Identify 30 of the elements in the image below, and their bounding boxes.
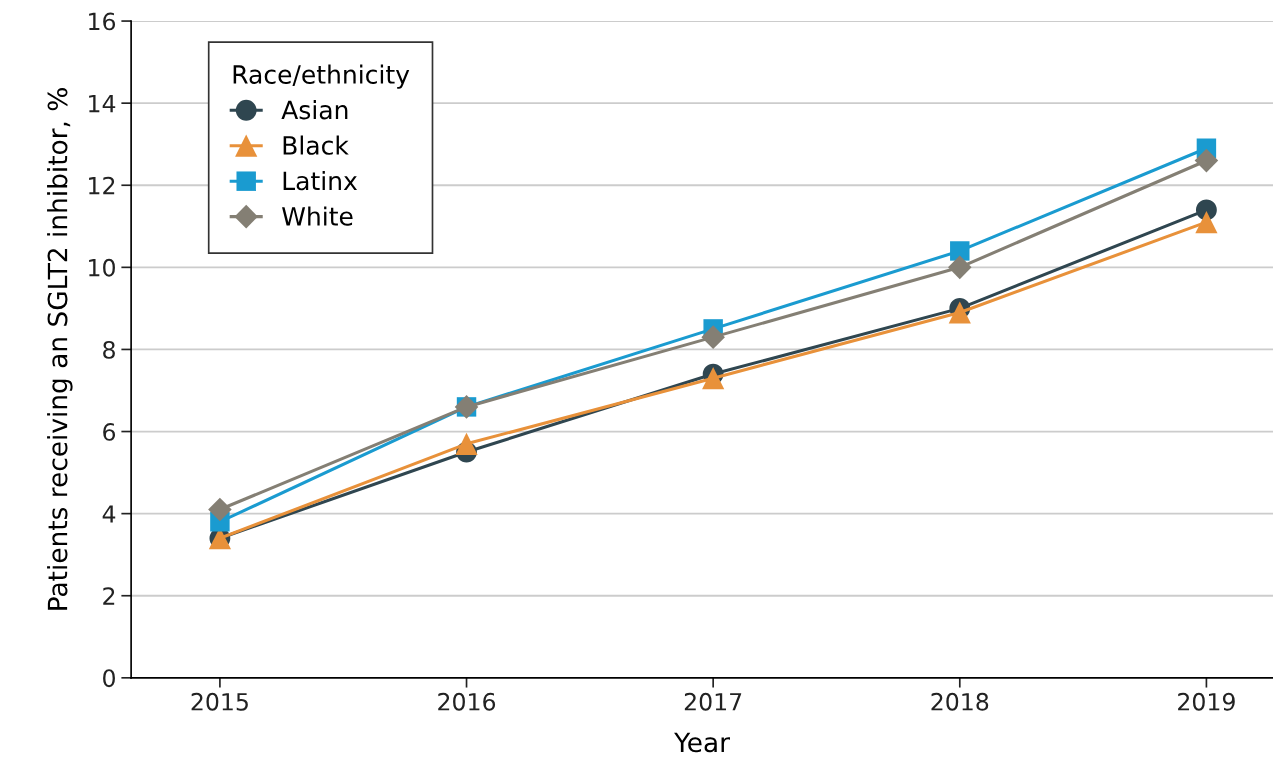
point: [948, 255, 972, 280]
x-tick-label: 2016: [438, 692, 496, 711]
legend-label: Latinx: [283, 170, 358, 191]
y-tick-label: 8: [103, 340, 115, 359]
point: [950, 241, 970, 261]
y-tick-label: 14: [89, 94, 116, 113]
legend-title: Race/ethnicity: [233, 64, 410, 89]
y-tick-label: 12: [89, 176, 115, 195]
legend-label: Black: [283, 135, 349, 155]
point: [948, 301, 971, 324]
x-tick-label: 2018: [931, 692, 989, 711]
point: [208, 497, 232, 522]
point: [1195, 211, 1218, 234]
point: [701, 325, 725, 349]
point: [702, 367, 725, 390]
y-tick-label: 10: [89, 258, 115, 277]
y-tick-label: 2: [103, 587, 115, 605]
y-tick-label: 16: [89, 12, 116, 31]
x-tick-label: 2019: [1178, 692, 1235, 711]
point: [455, 432, 478, 455]
x-tick-label: 2015: [191, 692, 248, 711]
y-tick-label: 6: [103, 422, 116, 441]
y-tick-label: 0: [103, 669, 115, 688]
legend-label: White: [282, 206, 353, 226]
legend-label: Asian: [281, 100, 348, 120]
x-axis-title: Year: [674, 732, 730, 753]
y-tick-label: 4: [102, 505, 116, 523]
y-axis-title: Patients receiving an SGLT2 inhibitor, %: [47, 88, 73, 610]
point: [1194, 148, 1219, 173]
x-tick-label: 2017: [684, 692, 742, 711]
